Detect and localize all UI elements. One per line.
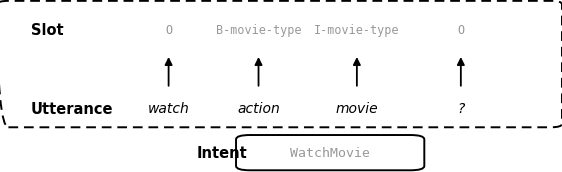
Text: O: O <box>165 24 172 37</box>
Text: O: O <box>457 24 464 37</box>
Text: WatchMovie: WatchMovie <box>291 147 370 160</box>
Text: action: action <box>237 102 280 116</box>
Text: ?: ? <box>457 102 465 116</box>
Text: movie: movie <box>336 102 378 116</box>
Text: I-movie-type: I-movie-type <box>314 24 400 37</box>
Text: watch: watch <box>148 102 189 116</box>
Text: Slot: Slot <box>31 23 64 39</box>
Text: Utterance: Utterance <box>31 102 114 117</box>
Text: B-movie-type: B-movie-type <box>216 24 301 37</box>
Text: Intent: Intent <box>197 146 247 161</box>
